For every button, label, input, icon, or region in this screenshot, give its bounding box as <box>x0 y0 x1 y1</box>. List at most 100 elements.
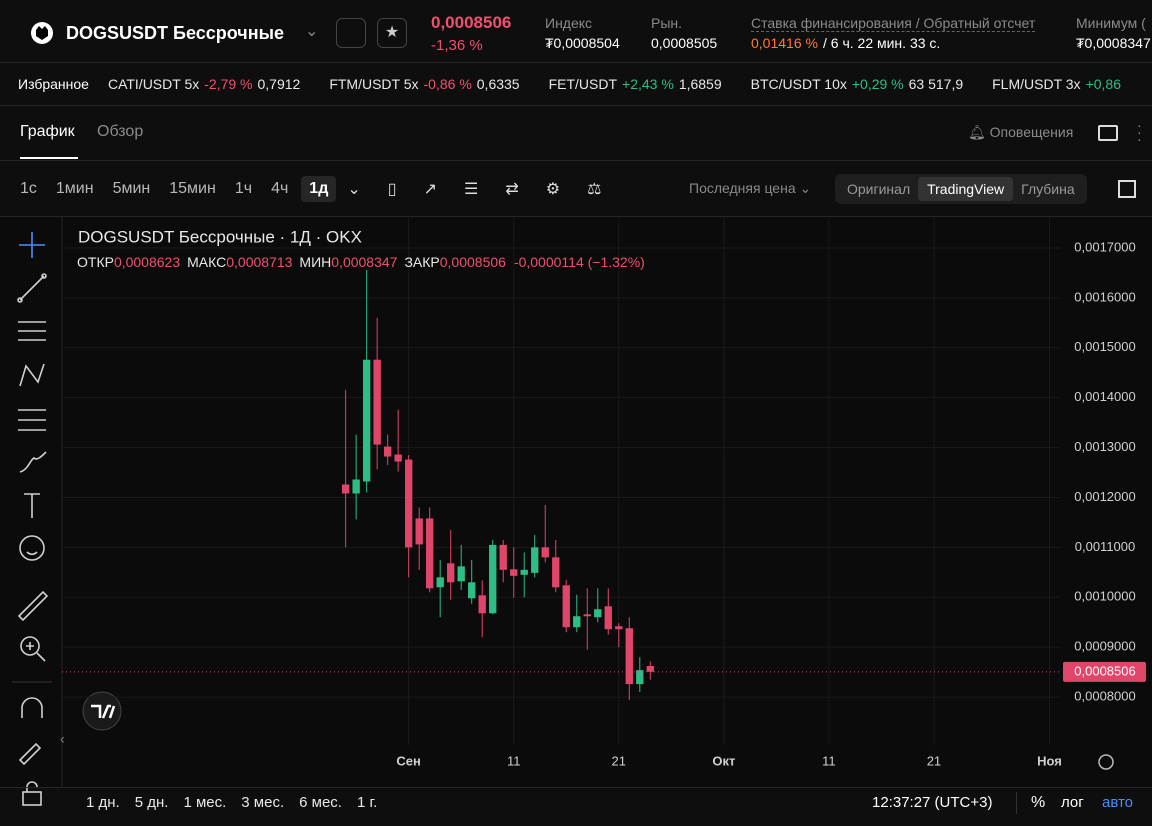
interval[interactable]: 4ч <box>271 180 289 197</box>
interval[interactable]: 1ч <box>234 180 253 197</box>
tool-icon[interactable]: ▯ <box>387 181 397 198</box>
stat-label: Ставка финансирования / Обратный отсчет <box>751 15 1036 32</box>
view-active[interactable]: TradingView <box>918 177 1014 201</box>
price-type[interactable]: Последняя цена ⌄ <box>689 180 812 196</box>
tool-icon[interactable]: ⚖ <box>587 181 602 198</box>
collapse-arrow[interactable]: ‹ <box>60 731 65 747</box>
range-row: 1 дн. 5 дн. 1 мес. 3 мес. 6 мес. 1 г. <box>86 794 377 811</box>
candle-body <box>415 518 423 545</box>
tv-logo-mark <box>91 704 116 719</box>
price: 0,0008506 <box>431 13 512 32</box>
y-tick-label: 0,0015000 <box>1074 339 1135 354</box>
view-switch: Оригинал TradingView Глубина <box>835 174 1087 204</box>
option-auto[interactable]: авто <box>1102 794 1134 811</box>
candle-body <box>594 609 602 618</box>
ticker-change: +0,29 % <box>851 76 904 92</box>
tool-icon[interactable]: ↗ <box>423 181 437 198</box>
view[interactable]: Глубина <box>1021 181 1075 197</box>
candle-body <box>615 626 623 630</box>
tool-icons <box>17 232 49 806</box>
interval[interactable]: 1мин <box>55 180 94 197</box>
ticker-price: 0,7912 <box>257 76 301 92</box>
range[interactable]: 1 мес. <box>183 794 227 811</box>
interval-dropdown[interactable]: ⌄ <box>347 181 361 198</box>
tool-icon[interactable]: ⇄ <box>505 181 519 198</box>
x-tick-label: 21 <box>927 753 941 768</box>
dropdown[interactable]: ⌄ <box>305 23 319 40</box>
view[interactable]: Оригинал <box>847 181 911 197</box>
tab-active[interactable]: График <box>20 123 75 140</box>
ticker-pair[interactable]: FLM/USDT 3x <box>992 76 1081 92</box>
interval[interactable]: 1с <box>20 180 37 197</box>
ticker-price: 0,6335 <box>476 76 520 92</box>
option-percent[interactable]: % <box>1031 794 1046 811</box>
candle-body <box>478 595 486 614</box>
x-tick-label: Сен <box>396 753 420 768</box>
candle-body <box>510 569 518 576</box>
ohlc-label: МИН <box>299 254 332 270</box>
alerts-label: Оповещения <box>989 124 1074 140</box>
price-badge <box>1063 661 1146 682</box>
divider <box>0 160 1152 161</box>
y-tick-label: 0,0012000 <box>1074 489 1135 504</box>
stat-extra: / 6 ч. 22 мин. 33 с. <box>823 35 941 51</box>
x-tick-label: 11 <box>822 753 836 768</box>
stat-value: 0,01416 % <box>751 35 818 51</box>
candle-body <box>604 606 612 630</box>
ticker-change: -0,86 % <box>423 76 472 92</box>
range[interactable]: 1 дн. <box>86 794 120 811</box>
y-tick-label: 0,0014000 <box>1074 389 1135 404</box>
settings-icon[interactable] <box>1098 754 1114 770</box>
stat-value: ₮0,0008504 <box>545 35 620 51</box>
range[interactable]: 1 г. <box>356 794 378 811</box>
tool-icon[interactable]: ⚙ <box>545 181 561 198</box>
x-tick-label: 21 <box>612 753 626 768</box>
symbol[interactable]: DOGSUSDT Бессрочные <box>66 23 284 43</box>
candle-body <box>373 359 381 445</box>
ticker-pair[interactable]: FTM/USDT 5x <box>329 76 419 92</box>
candle-body <box>447 563 455 583</box>
range[interactable]: 6 мес. <box>299 794 342 811</box>
ohlc-value: 0,0008713 <box>226 254 293 270</box>
candle-body <box>341 484 350 494</box>
favorite-button[interactable]: ★ <box>377 18 407 48</box>
chart-title: DOGSUSDT Бессрочные · 1Д · OKX <box>78 227 362 246</box>
candle-body <box>625 628 633 685</box>
option-log[interactable]: лог <box>1061 794 1084 811</box>
candle-body <box>489 544 497 614</box>
ticker-change: +0,86 <box>1085 76 1121 92</box>
y-tick-label: 0,0009000 <box>1074 639 1135 654</box>
candle-body <box>426 518 434 589</box>
stat-label: Минимум ( <box>1076 15 1146 31</box>
candle-body <box>552 557 560 588</box>
tab[interactable]: Обзор <box>97 123 144 140</box>
layout-icon[interactable] <box>1098 125 1118 141</box>
ticker-pair[interactable]: FET/USDT <box>548 76 618 92</box>
fullscreen[interactable] <box>1118 180 1136 198</box>
menu-icon[interactable]: · · · <box>1137 117 1142 147</box>
candle-body <box>562 585 570 628</box>
ohlc-change: -0,0000114 (−1.32%) <box>513 254 645 270</box>
interval[interactable]: 15мин <box>169 180 216 197</box>
candle-body <box>636 670 644 685</box>
tool-icon[interactable]: ☰ <box>463 181 479 198</box>
chart-bg <box>0 217 1152 787</box>
ticker-pair[interactable]: CATI/USDT 5x <box>107 76 200 92</box>
interval[interactable]: 5мин <box>112 180 151 197</box>
y-tick-label: 0,0016000 <box>1074 289 1135 304</box>
y-tick-label: 0,0017000 <box>1074 239 1135 254</box>
y-tick-label: 0,0013000 <box>1074 439 1135 454</box>
range[interactable]: 3 мес. <box>241 794 285 811</box>
range[interactable]: 5 дн. <box>134 794 169 811</box>
stat-label: Индекс <box>545 15 593 31</box>
candle-body <box>394 454 402 462</box>
tv-logo[interactable] <box>82 691 122 731</box>
candle-body <box>541 547 549 558</box>
interval-active[interactable]: 1д <box>301 176 337 202</box>
ticker-pair[interactable]: BTC/USDT 10x <box>750 76 847 92</box>
book-button[interactable] <box>336 18 366 48</box>
candle-body <box>362 359 371 482</box>
divider <box>1016 792 1017 814</box>
alerts[interactable]: 🔔︎ Оповещения <box>968 124 1074 140</box>
